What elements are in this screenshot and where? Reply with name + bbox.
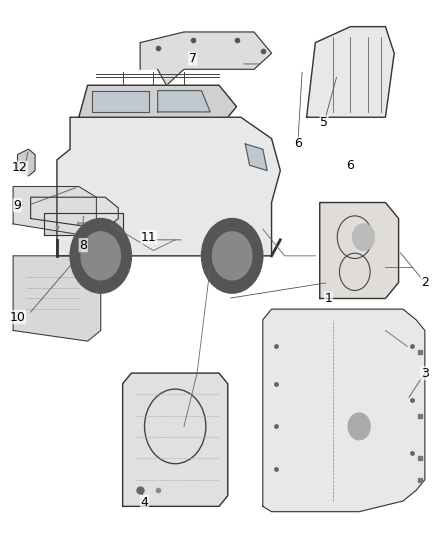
Text: 5: 5: [320, 116, 328, 129]
Text: 6: 6: [294, 138, 302, 150]
Polygon shape: [13, 187, 96, 235]
Polygon shape: [79, 85, 237, 117]
Polygon shape: [18, 149, 35, 176]
Polygon shape: [44, 213, 123, 235]
Text: 1: 1: [325, 292, 332, 305]
Text: 3: 3: [421, 367, 429, 379]
Circle shape: [348, 413, 370, 440]
Polygon shape: [92, 91, 149, 112]
Polygon shape: [140, 32, 272, 85]
Text: 9: 9: [14, 199, 21, 212]
Circle shape: [70, 219, 131, 293]
Polygon shape: [263, 309, 425, 512]
Polygon shape: [31, 197, 118, 229]
Polygon shape: [158, 91, 210, 112]
Text: Jeep: Jeep: [77, 221, 89, 227]
Circle shape: [353, 224, 374, 251]
Text: 4: 4: [141, 496, 148, 508]
Polygon shape: [123, 373, 228, 506]
Polygon shape: [320, 203, 399, 298]
Circle shape: [201, 219, 263, 293]
Text: 7: 7: [189, 52, 197, 65]
Text: 8: 8: [79, 239, 87, 252]
Polygon shape: [57, 117, 280, 256]
Polygon shape: [307, 27, 394, 117]
Text: 12: 12: [12, 161, 28, 174]
Circle shape: [212, 232, 252, 280]
Polygon shape: [245, 144, 267, 171]
Text: 10: 10: [10, 311, 25, 324]
Circle shape: [81, 232, 120, 280]
Text: 11: 11: [141, 231, 157, 244]
Text: 6: 6: [346, 159, 354, 172]
Polygon shape: [13, 256, 101, 341]
Text: 2: 2: [421, 276, 429, 289]
